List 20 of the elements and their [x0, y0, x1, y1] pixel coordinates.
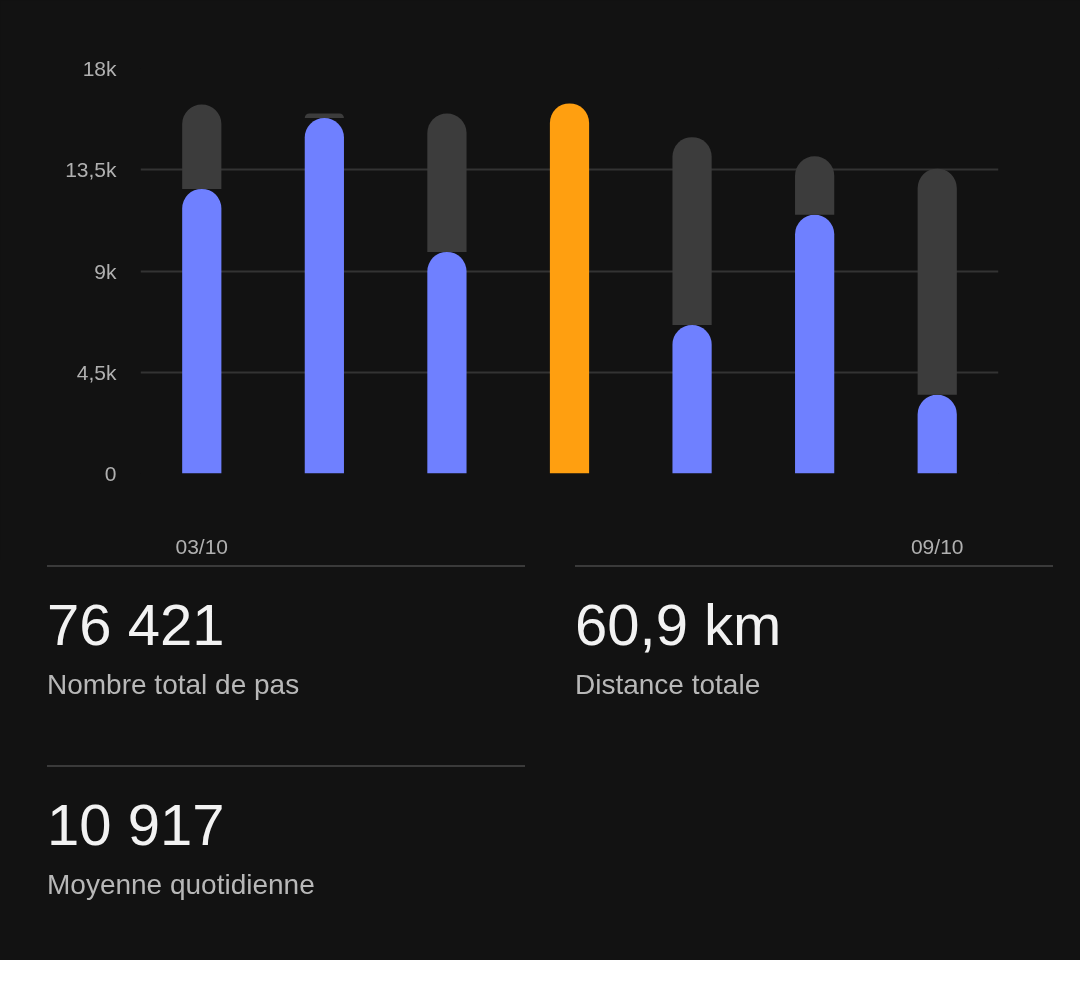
x-tick-label: 03/10: [175, 534, 229, 558]
text: 60,9 km: [575, 592, 783, 657]
text: Moyenne quotidienne: [47, 868, 316, 902]
bar: [672, 325, 712, 474]
text: 76 421: [47, 592, 226, 657]
bar: [549, 103, 590, 474]
bar: [427, 251, 467, 474]
text: Nombre total de pas: [47, 668, 301, 702]
y-tick-label: 9k: [94, 259, 117, 283]
text: Distance totale: [575, 668, 762, 702]
bar: [304, 118, 344, 474]
x-tick-label: 09/10: [910, 534, 964, 558]
y-tick-label: 0: [104, 462, 117, 485]
bar: [917, 394, 957, 474]
y-tick-label: 13,5k: [65, 158, 117, 182]
bar: [182, 188, 222, 474]
y-tick-label: 18k: [82, 57, 117, 80]
y-tick-label: 4,5k: [76, 360, 117, 384]
bar: [795, 214, 835, 474]
text: 10 917: [47, 792, 226, 857]
